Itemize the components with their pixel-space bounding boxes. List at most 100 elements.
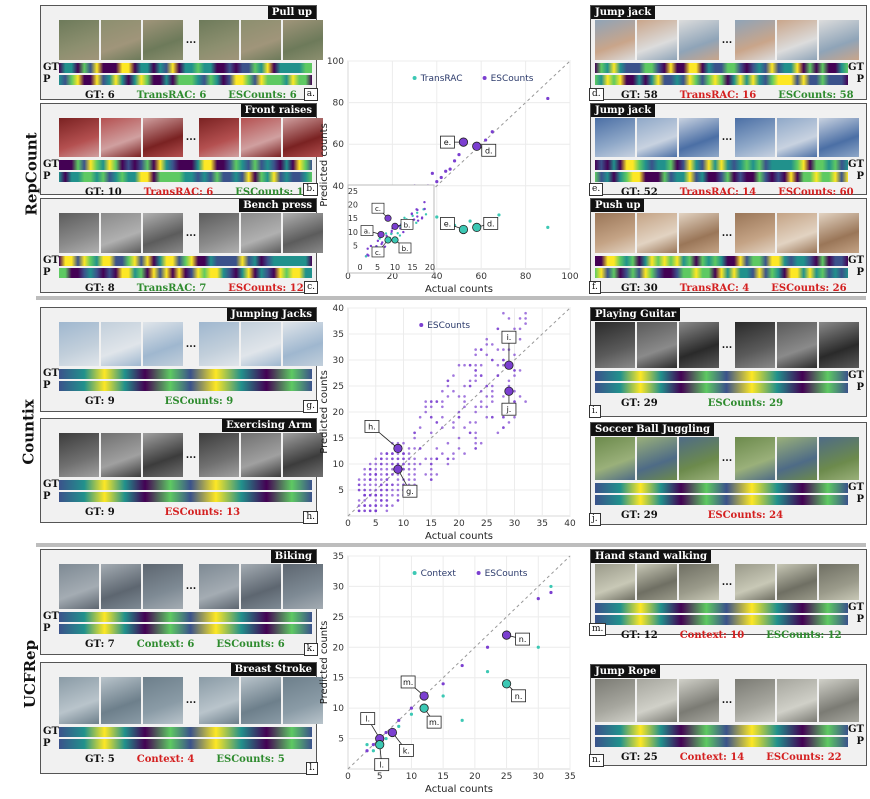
scatter-point-transrac — [497, 213, 501, 217]
scatter-point — [457, 447, 461, 450]
scatter-point — [513, 415, 516, 419]
video-frame-thumbnail — [819, 679, 859, 722]
legend-marker — [482, 76, 487, 80]
scatter-point — [374, 499, 378, 502]
scatter-point — [374, 483, 378, 487]
video-frames: ... — [59, 213, 323, 253]
scatter-point — [457, 415, 461, 419]
scatter-point — [424, 410, 427, 414]
scatter-point — [474, 441, 477, 445]
scatter-point — [429, 431, 433, 435]
annotation-box — [360, 712, 376, 725]
scatter-point — [374, 457, 378, 461]
video-frame-thumbnail — [777, 437, 817, 480]
row-label-p: P — [856, 494, 864, 505]
video-frame-thumbnail — [595, 437, 635, 480]
scatter-point — [374, 504, 378, 507]
scatter-point — [479, 441, 483, 445]
highlighted-point — [419, 691, 429, 701]
y-tick-label: 20 — [333, 408, 345, 418]
row-label-p: P — [43, 380, 51, 391]
legend-label: ESCounts — [427, 321, 470, 331]
annotation-label: a. — [364, 228, 371, 236]
inset-x-tick-label: 15 — [407, 263, 417, 272]
scatter-point-escounts — [409, 706, 414, 710]
x-tick-label: 35 — [564, 772, 575, 782]
x-tick-label: 10 — [398, 519, 410, 529]
y-tick-label: 15 — [333, 674, 344, 684]
video-frame-thumbnail — [199, 213, 239, 253]
video-frame-thumbnail — [637, 213, 677, 253]
x-tick-label: 30 — [509, 519, 521, 529]
video-frame-thumbnail — [637, 564, 677, 600]
annotation-label: c. — [375, 249, 381, 257]
scatter-point — [369, 244, 373, 248]
row-label-gt: GT — [848, 602, 864, 613]
scatter-point — [474, 374, 477, 377]
video-frame-thumbnail — [199, 677, 239, 724]
scatter-point — [496, 374, 500, 377]
legend-label: ESCounts — [485, 569, 528, 579]
scatter-point — [468, 363, 472, 367]
annotation-label: b. — [404, 221, 411, 229]
scatter-point — [412, 218, 416, 221]
scatter-point — [463, 452, 466, 455]
annotation-label: g. — [406, 487, 414, 496]
legend-marker — [412, 76, 417, 80]
scatter-point — [385, 483, 389, 487]
video-frame-thumbnail — [735, 118, 775, 157]
video-frame-thumbnail — [283, 118, 323, 157]
annotation-label: n. — [515, 692, 523, 701]
predicted-density-bar — [595, 737, 848, 747]
scatter-point — [363, 493, 366, 497]
scatter-point — [385, 499, 389, 502]
ground-truth-density-bar — [595, 256, 848, 266]
scatter-point — [410, 212, 414, 215]
annotation-label: c. — [375, 205, 381, 213]
highlighted-point — [375, 740, 385, 750]
panel-title: Jump Rope — [591, 665, 661, 678]
scatter-point — [374, 473, 378, 476]
scatter-point — [463, 400, 466, 403]
scatter-point-context — [365, 743, 369, 747]
scatter-point — [474, 421, 477, 424]
annotation-box — [426, 715, 442, 729]
scatter-point-escounts — [384, 730, 388, 735]
video-frames: ... — [595, 437, 859, 480]
panel-letter: g. — [303, 400, 318, 413]
section-label-countix: Countix — [19, 399, 38, 465]
annotation-label: j. — [506, 405, 512, 414]
scatter-point — [415, 208, 418, 211]
gt-count: GT: 29 — [621, 510, 658, 521]
annotation-box — [481, 143, 497, 157]
count-summary: GT: 30 TransRAC: 4 ESCounts: 26 — [621, 283, 869, 294]
scatter-point — [378, 237, 381, 240]
video-frame-thumbnail — [735, 20, 775, 60]
baseline-count: TransRAC: 16 — [679, 90, 757, 101]
scatter-point — [446, 379, 450, 383]
y-tick-label: 25 — [333, 613, 344, 623]
video-frame-thumbnail — [637, 20, 677, 60]
video-frame-thumbnail — [595, 564, 635, 600]
video-frame-thumbnail — [241, 433, 281, 477]
scatter-point — [423, 200, 426, 204]
row-label-gt: GT — [43, 726, 59, 737]
scatter-point — [457, 410, 461, 414]
legend-label: ESCounts — [491, 74, 534, 84]
scatter-point — [518, 337, 522, 341]
highlighted-point — [472, 141, 482, 151]
scatter-point — [380, 488, 383, 492]
scatter-point — [435, 473, 439, 476]
video-frames: ... — [595, 564, 859, 600]
video-frame-thumbnail — [777, 20, 817, 60]
predicted-density-bar — [595, 495, 848, 505]
scatter-point-escounts — [490, 130, 494, 134]
highlighted-point — [472, 222, 482, 232]
escounts-count: ESCounts: 5 — [216, 754, 285, 765]
scatter-point — [380, 473, 383, 476]
x-tick-label: 40 — [431, 272, 443, 282]
scatter-point — [513, 400, 516, 403]
scatter-point — [435, 400, 439, 403]
scatter-point-escounts — [439, 175, 443, 180]
video-frame-thumbnail — [241, 322, 281, 366]
